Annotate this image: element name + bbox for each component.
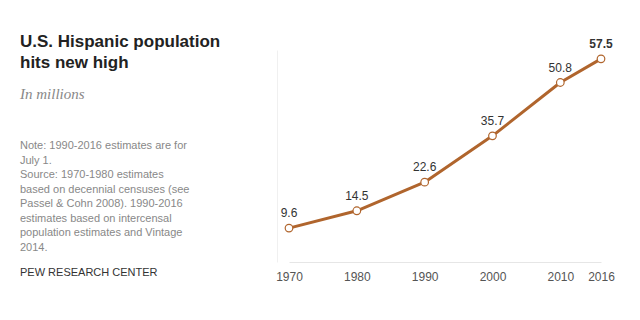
chart: U.S. Hispanic population hits new high In … [0, 0, 640, 320]
x-tick: 2000 [480, 262, 507, 284]
data-labels: 9.6 14.5 22.6 35.7 50.8 57.5 [281, 37, 613, 220]
point [421, 178, 429, 186]
text-line: U.S. Hispanic population [20, 32, 220, 51]
title: U.S. Hispanic population hits new high [20, 32, 220, 72]
x-tick: 1980 [344, 262, 371, 284]
text-line: based on decennial censuses (see [20, 183, 189, 195]
text-line: Source: 1970-1980 estimates [20, 168, 164, 180]
text-line: Passel & Cohn 2008). 1990-2016 [20, 197, 183, 209]
text-line: 2014. [20, 241, 48, 253]
y-axis [277, 51, 278, 263]
text-line: hits new high [20, 53, 129, 72]
x-axis-line [290, 262, 602, 263]
x-tick-label: 2016 [588, 270, 615, 284]
data-label: 22.6 [413, 160, 437, 174]
y-axis-line [277, 51, 278, 263]
data-label: 50.8 [549, 61, 573, 75]
point [557, 79, 565, 87]
x-tick: 1970 [276, 262, 303, 284]
data-label: 35.7 [481, 114, 505, 128]
subtitle: In millions [19, 86, 85, 102]
x-tick-label: 1990 [412, 270, 439, 284]
data-label: 57.5 [589, 37, 613, 51]
x-tick: 2010 [547, 262, 574, 284]
data-label: 9.6 [281, 206, 298, 220]
note: Note: 1990-2016 estimates are for July 1. [20, 139, 187, 166]
text-line: Note: 1990-2016 estimates are for [20, 139, 187, 151]
x-tick: 2016 [588, 262, 615, 284]
x-tick-label: 1980 [344, 270, 371, 284]
source: Source: 1970-1980 estimates based on dece… [20, 168, 189, 253]
data-label: 14.5 [345, 189, 369, 203]
x-axis: 1970 1980 1990 2000 2010 2016 [276, 262, 615, 284]
x-tick: 1990 [412, 262, 439, 284]
point [597, 55, 605, 63]
point [353, 207, 361, 215]
x-tick-label: 1970 [276, 270, 303, 284]
text-line: estimates based on intercensal [20, 212, 172, 224]
credit: PEW RESEARCH CENTER [20, 266, 158, 278]
text-line: population estimates and Vintage [20, 226, 182, 238]
point [489, 132, 497, 140]
line [289, 59, 601, 228]
plot-area [285, 55, 605, 232]
point [285, 224, 293, 232]
x-tick-label: 2010 [547, 270, 574, 284]
x-tick-label: 2000 [480, 270, 507, 284]
text-line: July 1. [20, 154, 52, 166]
